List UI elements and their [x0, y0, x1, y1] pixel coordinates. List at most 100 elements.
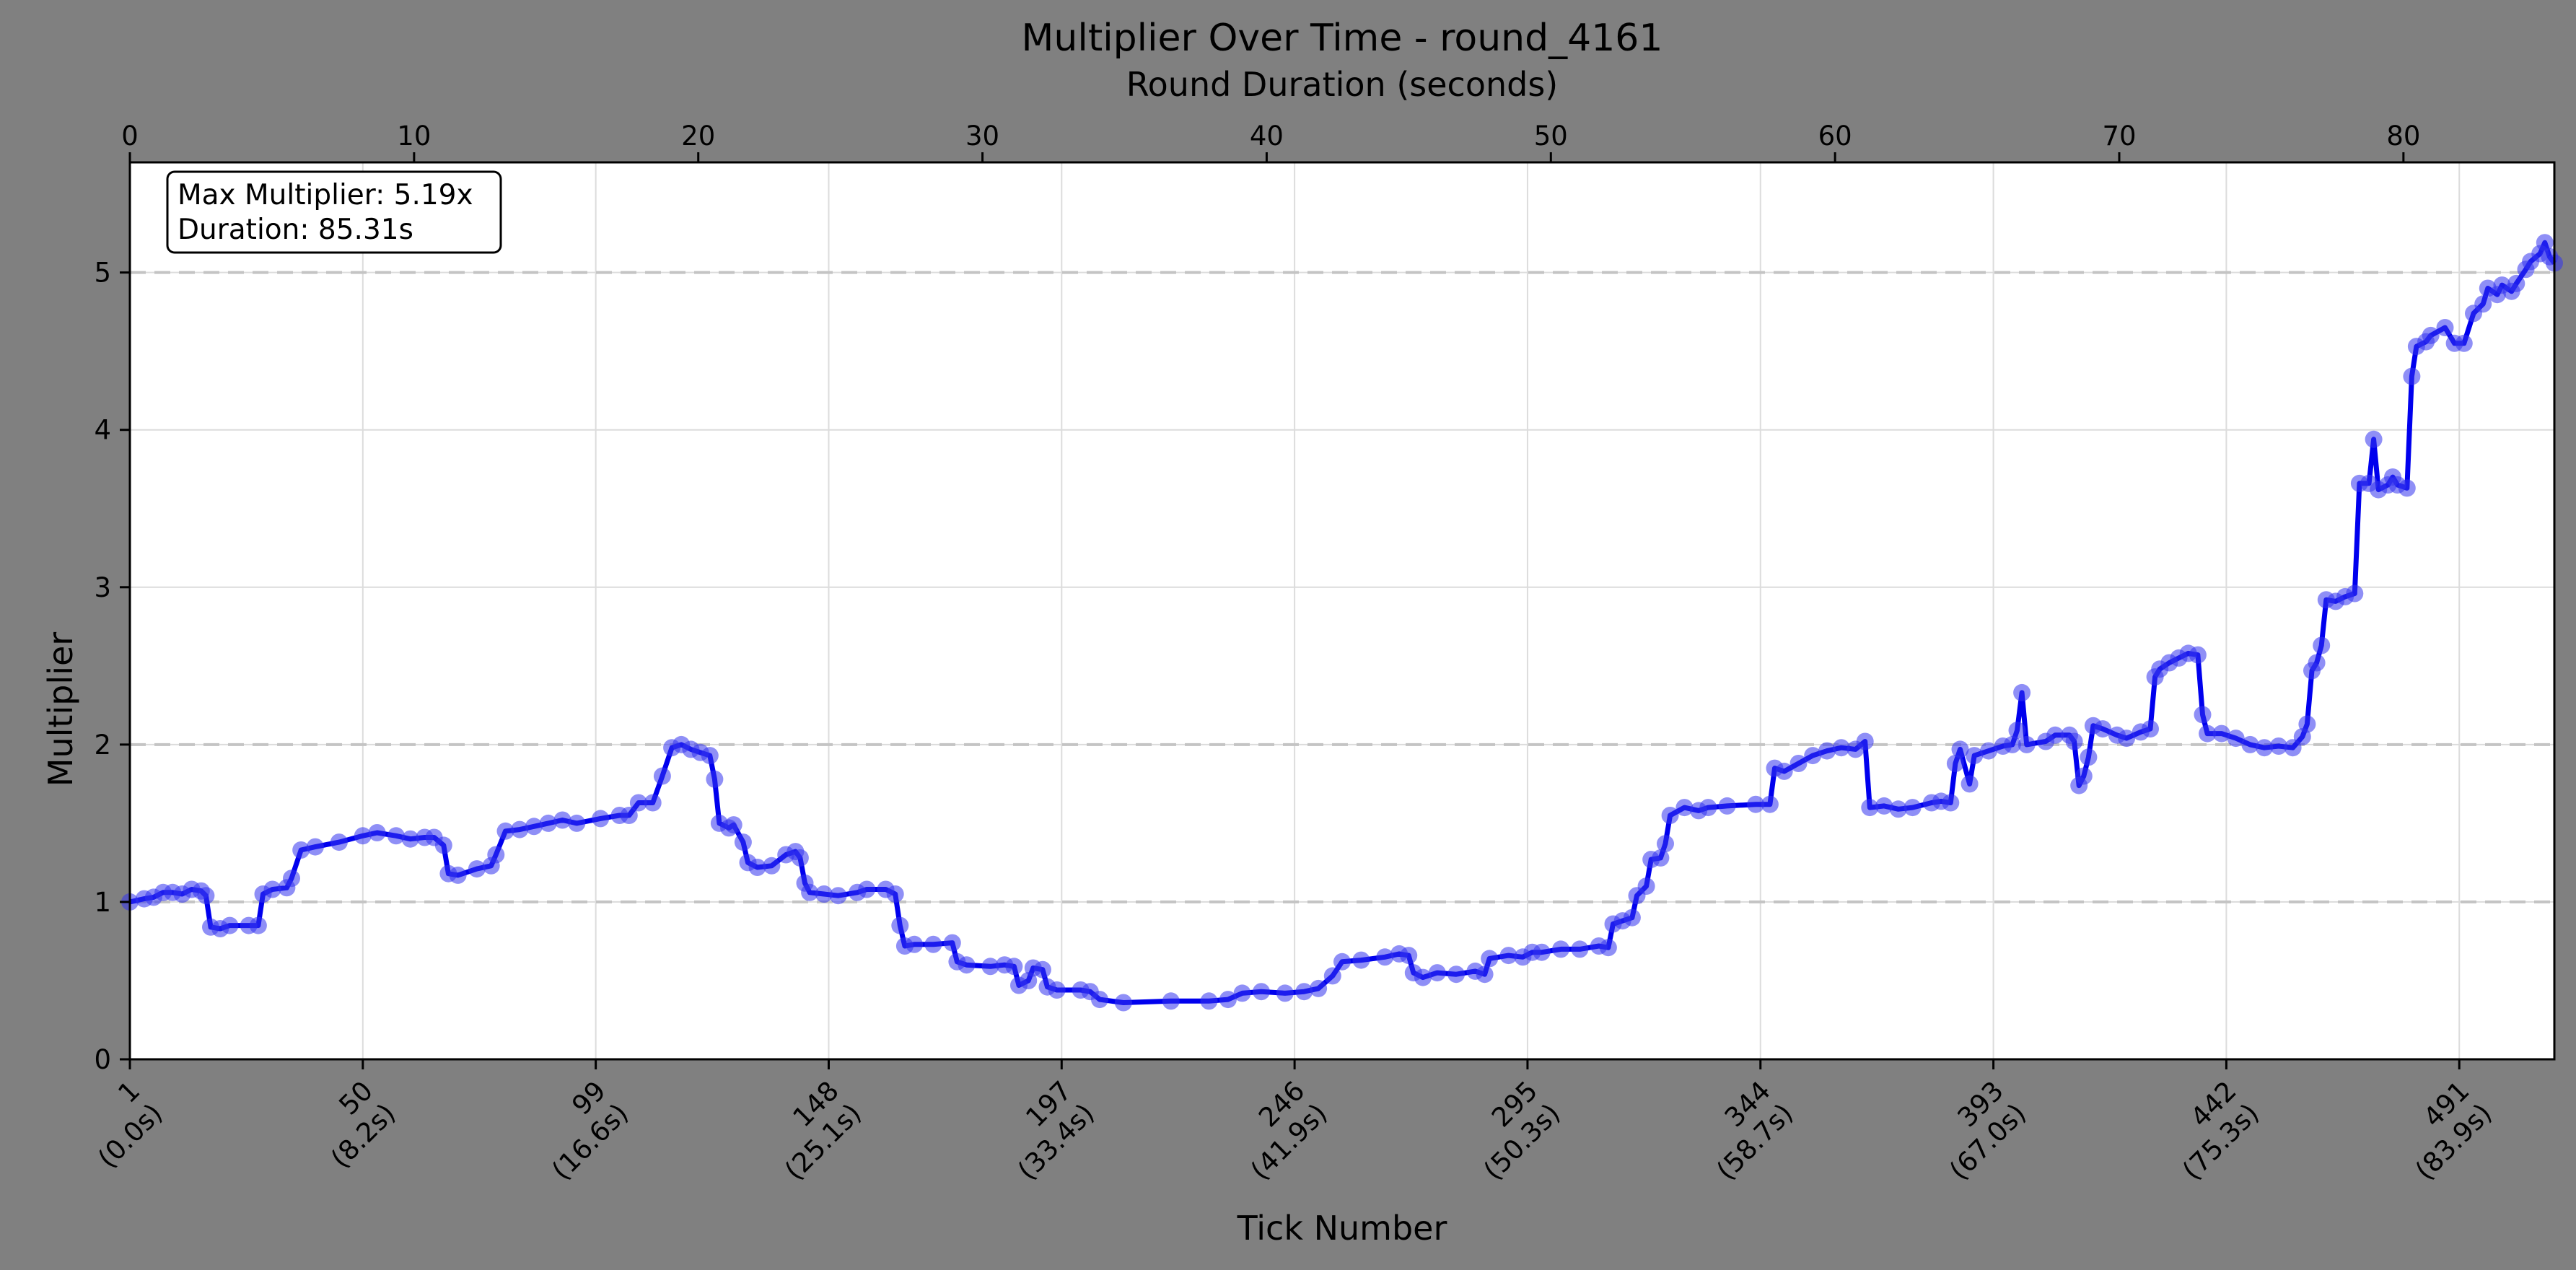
data-point	[1200, 992, 1218, 1010]
data-point	[701, 747, 719, 765]
data-point	[653, 767, 671, 785]
data-point	[2094, 720, 2112, 738]
reference-lines	[130, 271, 2554, 903]
data-point	[1875, 797, 1893, 815]
data-point	[734, 833, 752, 851]
data-point	[2212, 724, 2230, 743]
data-point	[1832, 739, 1850, 757]
data-point	[1980, 742, 1997, 760]
data-point	[2075, 767, 2093, 785]
data-point	[553, 811, 571, 829]
data-point	[487, 846, 505, 864]
x2-tick-label: 60	[1818, 121, 1852, 152]
data-point	[2455, 334, 2473, 352]
data-point	[1323, 967, 1341, 985]
data-point	[2313, 636, 2331, 654]
data-point	[2003, 735, 2021, 753]
x-tick-label: 197(33.4s)	[989, 1075, 1100, 1186]
data-point	[368, 824, 386, 841]
data-point	[1599, 939, 1617, 957]
data-point	[2269, 737, 2287, 755]
data-point	[2008, 722, 2026, 740]
x2-tick-label: 80	[2386, 121, 2420, 152]
data-point	[1942, 794, 1960, 812]
data-point	[706, 770, 724, 788]
data-point	[2118, 730, 2136, 748]
y-tick-label: 1	[94, 887, 111, 918]
data-point	[2365, 430, 2383, 448]
data-point	[1675, 799, 1694, 817]
data-point	[511, 820, 529, 838]
data-point	[263, 880, 281, 898]
stats-duration: Duration: 85.31s	[178, 214, 413, 246]
data-point	[1747, 795, 1765, 813]
data-point	[1856, 732, 1874, 750]
data-point	[1033, 960, 1051, 978]
data-point	[1376, 948, 1394, 966]
data-point	[2398, 479, 2416, 497]
data-point	[2241, 735, 2259, 753]
data-point	[2142, 720, 2159, 738]
data-point	[1533, 943, 1551, 961]
data-point	[197, 887, 215, 905]
data-point	[249, 916, 267, 934]
x-tick-label: 344(58.7s)	[1688, 1075, 1799, 1186]
data-point	[2507, 274, 2525, 292]
series-layer	[121, 234, 2563, 1012]
data-point	[1861, 799, 1879, 817]
data-point	[1333, 952, 1351, 971]
data-point	[2403, 367, 2421, 385]
x-tick-label: 442(75.3s)	[2154, 1075, 2265, 1186]
data-point	[2046, 726, 2064, 744]
data-point	[568, 814, 586, 832]
data-point	[401, 830, 419, 848]
data-point	[2065, 732, 2083, 750]
data-point	[958, 956, 976, 974]
x-tick-label: 50(8.2s)	[302, 1075, 401, 1174]
data-point	[2013, 683, 2031, 701]
data-point	[354, 827, 372, 845]
data-point	[1818, 742, 1836, 760]
data-point	[2199, 724, 2217, 743]
data-point	[1428, 964, 1446, 982]
data-point	[1761, 795, 1779, 813]
data-point	[1447, 965, 1466, 984]
data-point	[2018, 735, 2036, 753]
data-point	[791, 849, 809, 867]
data-point	[620, 807, 638, 824]
data-point	[2256, 739, 2274, 757]
data-point	[2298, 715, 2316, 733]
data-point	[891, 916, 909, 934]
data-point	[1789, 755, 1808, 772]
data-point	[815, 885, 833, 903]
y-axis-label: Multiplier	[41, 632, 80, 787]
data-point	[1476, 965, 1494, 984]
data-point	[1162, 992, 1180, 1010]
data-point	[1951, 740, 1969, 758]
data-point	[1481, 950, 1499, 968]
data-point	[1253, 983, 1270, 1001]
x2-tick-label: 30	[965, 121, 999, 152]
y-tick-label: 5	[94, 258, 111, 289]
data-point	[1005, 958, 1023, 976]
stats-annotation-box	[166, 170, 502, 254]
data-point	[1233, 984, 1251, 1002]
data-point	[387, 827, 405, 845]
data-point	[1946, 755, 1964, 772]
data-point	[1048, 981, 1066, 999]
chart-title: Multiplier Over Time - round_4161	[1022, 17, 1663, 60]
data-point	[2308, 654, 2326, 672]
stats-max-multiplier: Max Multiplier: 5.19x	[178, 179, 473, 211]
data-point	[525, 818, 543, 836]
data-point	[629, 794, 647, 812]
data-point	[330, 833, 348, 851]
data-point	[1775, 762, 1793, 780]
data-point	[2227, 730, 2245, 748]
data-point	[2194, 706, 2212, 724]
stats-annotation: Max Multiplier: 5.19x Duration: 85.31s	[166, 170, 502, 254]
data-point	[1889, 800, 1907, 818]
data-point	[1637, 877, 1655, 895]
x-tick-label: 491(83.9s)	[2387, 1075, 2498, 1186]
data-point	[763, 857, 781, 875]
